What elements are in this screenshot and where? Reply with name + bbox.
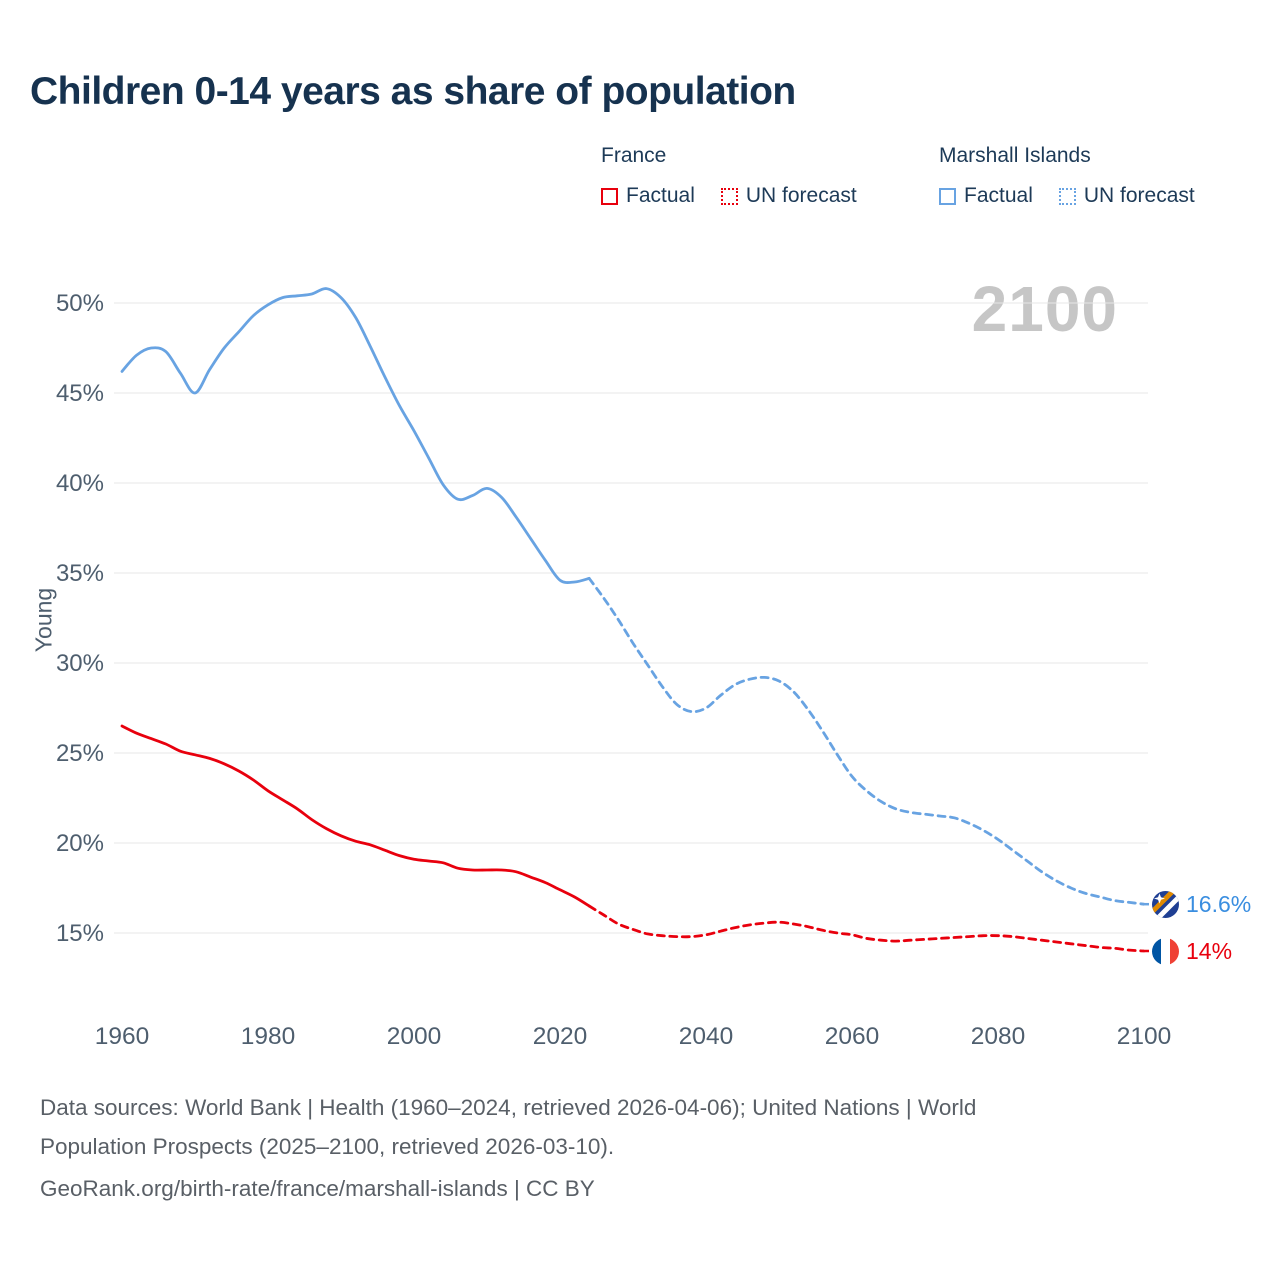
- legend-item-label: Factual: [964, 184, 1033, 207]
- x-tick-label: 2080: [971, 1023, 1026, 1050]
- end-label-france: 14%: [1152, 937, 1233, 965]
- legend-item-france-factual[interactable]: Factual: [601, 184, 695, 208]
- factual-swatch-icon: [939, 187, 956, 205]
- x-tick-label: 2100: [1117, 1023, 1172, 1050]
- legend-items-marshall-islands: Factual UN forecast: [939, 184, 1195, 208]
- end-label-value: 14%: [1186, 937, 1233, 964]
- watermark-year: 2100: [971, 273, 1118, 345]
- legend: France Factual UN forecast Marshall Isla…: [601, 144, 1195, 208]
- x-tick-label: 1960: [95, 1023, 150, 1050]
- x-tick-label: 2000: [387, 1023, 442, 1050]
- georank-attribution: GeoRank.org/birth-rate/france/marshall-i…: [40, 1176, 595, 1201]
- x-tick-label: 2020: [533, 1023, 588, 1050]
- legend-group-marshall-islands: Marshall Islands Factual UN forecast: [939, 144, 1195, 208]
- footer: Data sources: World Bank | Health (1960–…: [40, 1088, 976, 1208]
- legend-group-title-marshall-islands: Marshall Islands: [939, 144, 1091, 167]
- legend-group-title-france: France: [601, 144, 667, 167]
- end-label-value: 16.6%: [1186, 890, 1252, 917]
- x-tick-label: 2060: [825, 1023, 880, 1050]
- legend-group-france: France Factual UN forecast: [601, 144, 899, 208]
- y-tick-label: 50%: [56, 290, 104, 317]
- legend-item-france-forecast[interactable]: UN forecast: [720, 184, 857, 208]
- factual-swatch-icon: [601, 187, 618, 205]
- y-tick-label: 25%: [56, 740, 104, 767]
- series-line: [587, 577, 1146, 906]
- y-tick-label: 20%: [56, 830, 104, 857]
- legend-item-marshall-forecast[interactable]: UN forecast: [1058, 184, 1195, 208]
- data-sources-line-2: Population Prospects (2025–2100, retriev…: [40, 1134, 615, 1159]
- y-tick-label: 30%: [56, 650, 104, 677]
- legend-item-label: UN forecast: [745, 184, 857, 207]
- series-line: [587, 904, 1146, 953]
- y-tick-label: 35%: [56, 560, 104, 587]
- chart-title: Children 0-14 years as share of populati…: [30, 70, 796, 113]
- end-label-marshall-islands: 16.6%: [1152, 890, 1252, 918]
- france-flag-icon: [1152, 937, 1179, 965]
- legend-item-label: UN forecast: [1083, 184, 1195, 207]
- forecast-swatch-icon: [1058, 187, 1076, 205]
- y-tick-label: 40%: [56, 470, 104, 497]
- y-tick-label: 15%: [56, 920, 104, 947]
- legend-item-label: Factual: [626, 184, 695, 207]
- x-tick-label: 1980: [241, 1023, 296, 1050]
- legend-item-marshall-factual[interactable]: Factual: [939, 184, 1033, 208]
- x-tick-label: 2040: [679, 1023, 734, 1050]
- marshall-islands-flag-icon: [1152, 890, 1179, 918]
- data-sources-line-1: Data sources: World Bank | Health (1960–…: [40, 1095, 977, 1120]
- series-line: [120, 287, 591, 584]
- y-tick-label: 45%: [56, 380, 104, 407]
- legend-items-france: Factual UN forecast: [601, 184, 899, 208]
- series-line: [120, 724, 591, 908]
- forecast-swatch-icon: [720, 187, 738, 205]
